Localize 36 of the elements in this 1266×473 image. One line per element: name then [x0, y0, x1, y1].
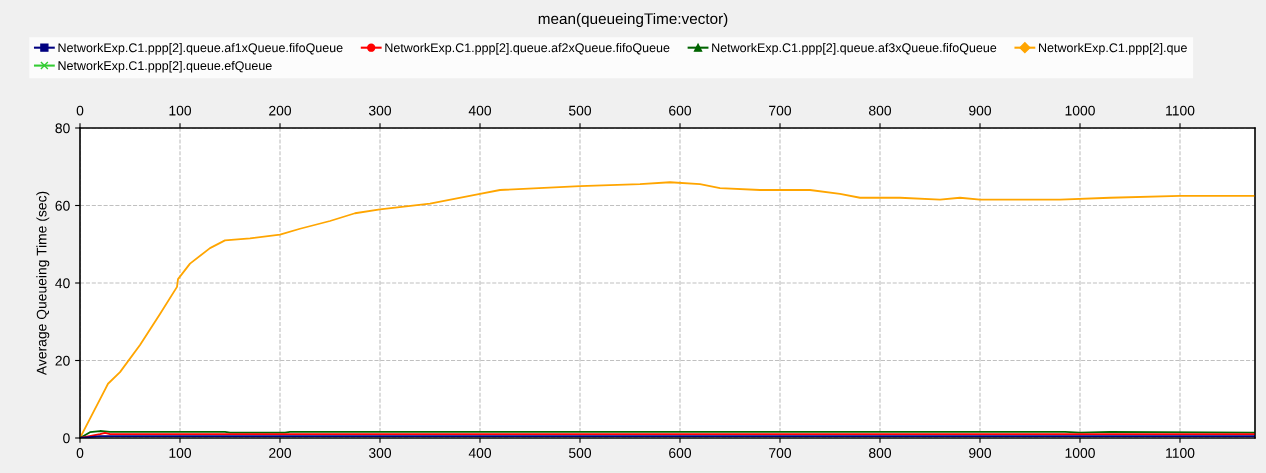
legend-label: NetworkExp.C1.ppp[2].queue.efQueue — [58, 60, 272, 73]
x2-tick-label: 600 — [669, 105, 692, 116]
x2-tick-label: 400 — [468, 105, 492, 116]
x2-tick-label: 900 — [969, 105, 992, 116]
x2-tick-label: 300 — [368, 105, 392, 116]
x-tick-label: 400 — [468, 448, 492, 458]
x-tick-label: 0 — [76, 448, 84, 458]
x-tick-label: 200 — [269, 448, 292, 458]
legend-label: NetworkExp.C1.ppp[2].queue.af3xQueue.fifoQueue — [712, 43, 997, 55]
y-tick-label: 60 — [55, 200, 70, 211]
x2-tick-label: 100 — [169, 105, 192, 116]
x-tick-label: 900 — [969, 448, 992, 458]
x-tick-label: 700 — [769, 448, 792, 458]
y-tick-label: 80 — [55, 123, 70, 134]
chart-title: mean(queueingTime:vector) — [538, 12, 728, 28]
x2-tick-label: 0 — [76, 105, 84, 116]
x2-tick-label: 800 — [869, 105, 892, 116]
x-tick-label: 600 — [669, 448, 692, 458]
x2-tick-label: 500 — [568, 105, 592, 116]
y-tick-label: 40 — [55, 278, 70, 289]
x-tick-label: 100 — [169, 448, 192, 458]
y-tick-label: 0 — [63, 433, 70, 444]
x-tick-label: 1100 — [1166, 448, 1195, 458]
x-tick-label: 300 — [368, 448, 392, 458]
x2-tick-label: 1000 — [1065, 105, 1095, 116]
x-tick-label: 1000 — [1065, 448, 1095, 458]
x2-tick-label: 700 — [769, 105, 792, 116]
x-tick-label: 500 — [568, 448, 592, 458]
x-tick-label: 800 — [869, 448, 892, 458]
y-axis-title: Average Queueing Time (sec) — [36, 191, 50, 376]
x2-tick-label: 1100 — [1166, 105, 1195, 116]
x2-tick-label: 200 — [269, 105, 292, 116]
legend-label: NetworkExp.C1.ppp[2].queue.af1xQueue.fifoQueue — [58, 43, 343, 55]
y-tick-label: 20 — [55, 355, 70, 366]
legend-label: NetworkExp.C1.ppp[2].queue.af2xQueue.fifoQueue — [385, 43, 670, 55]
legend-label: NetworkExp.C1.ppp[2].que — [1039, 43, 1187, 55]
